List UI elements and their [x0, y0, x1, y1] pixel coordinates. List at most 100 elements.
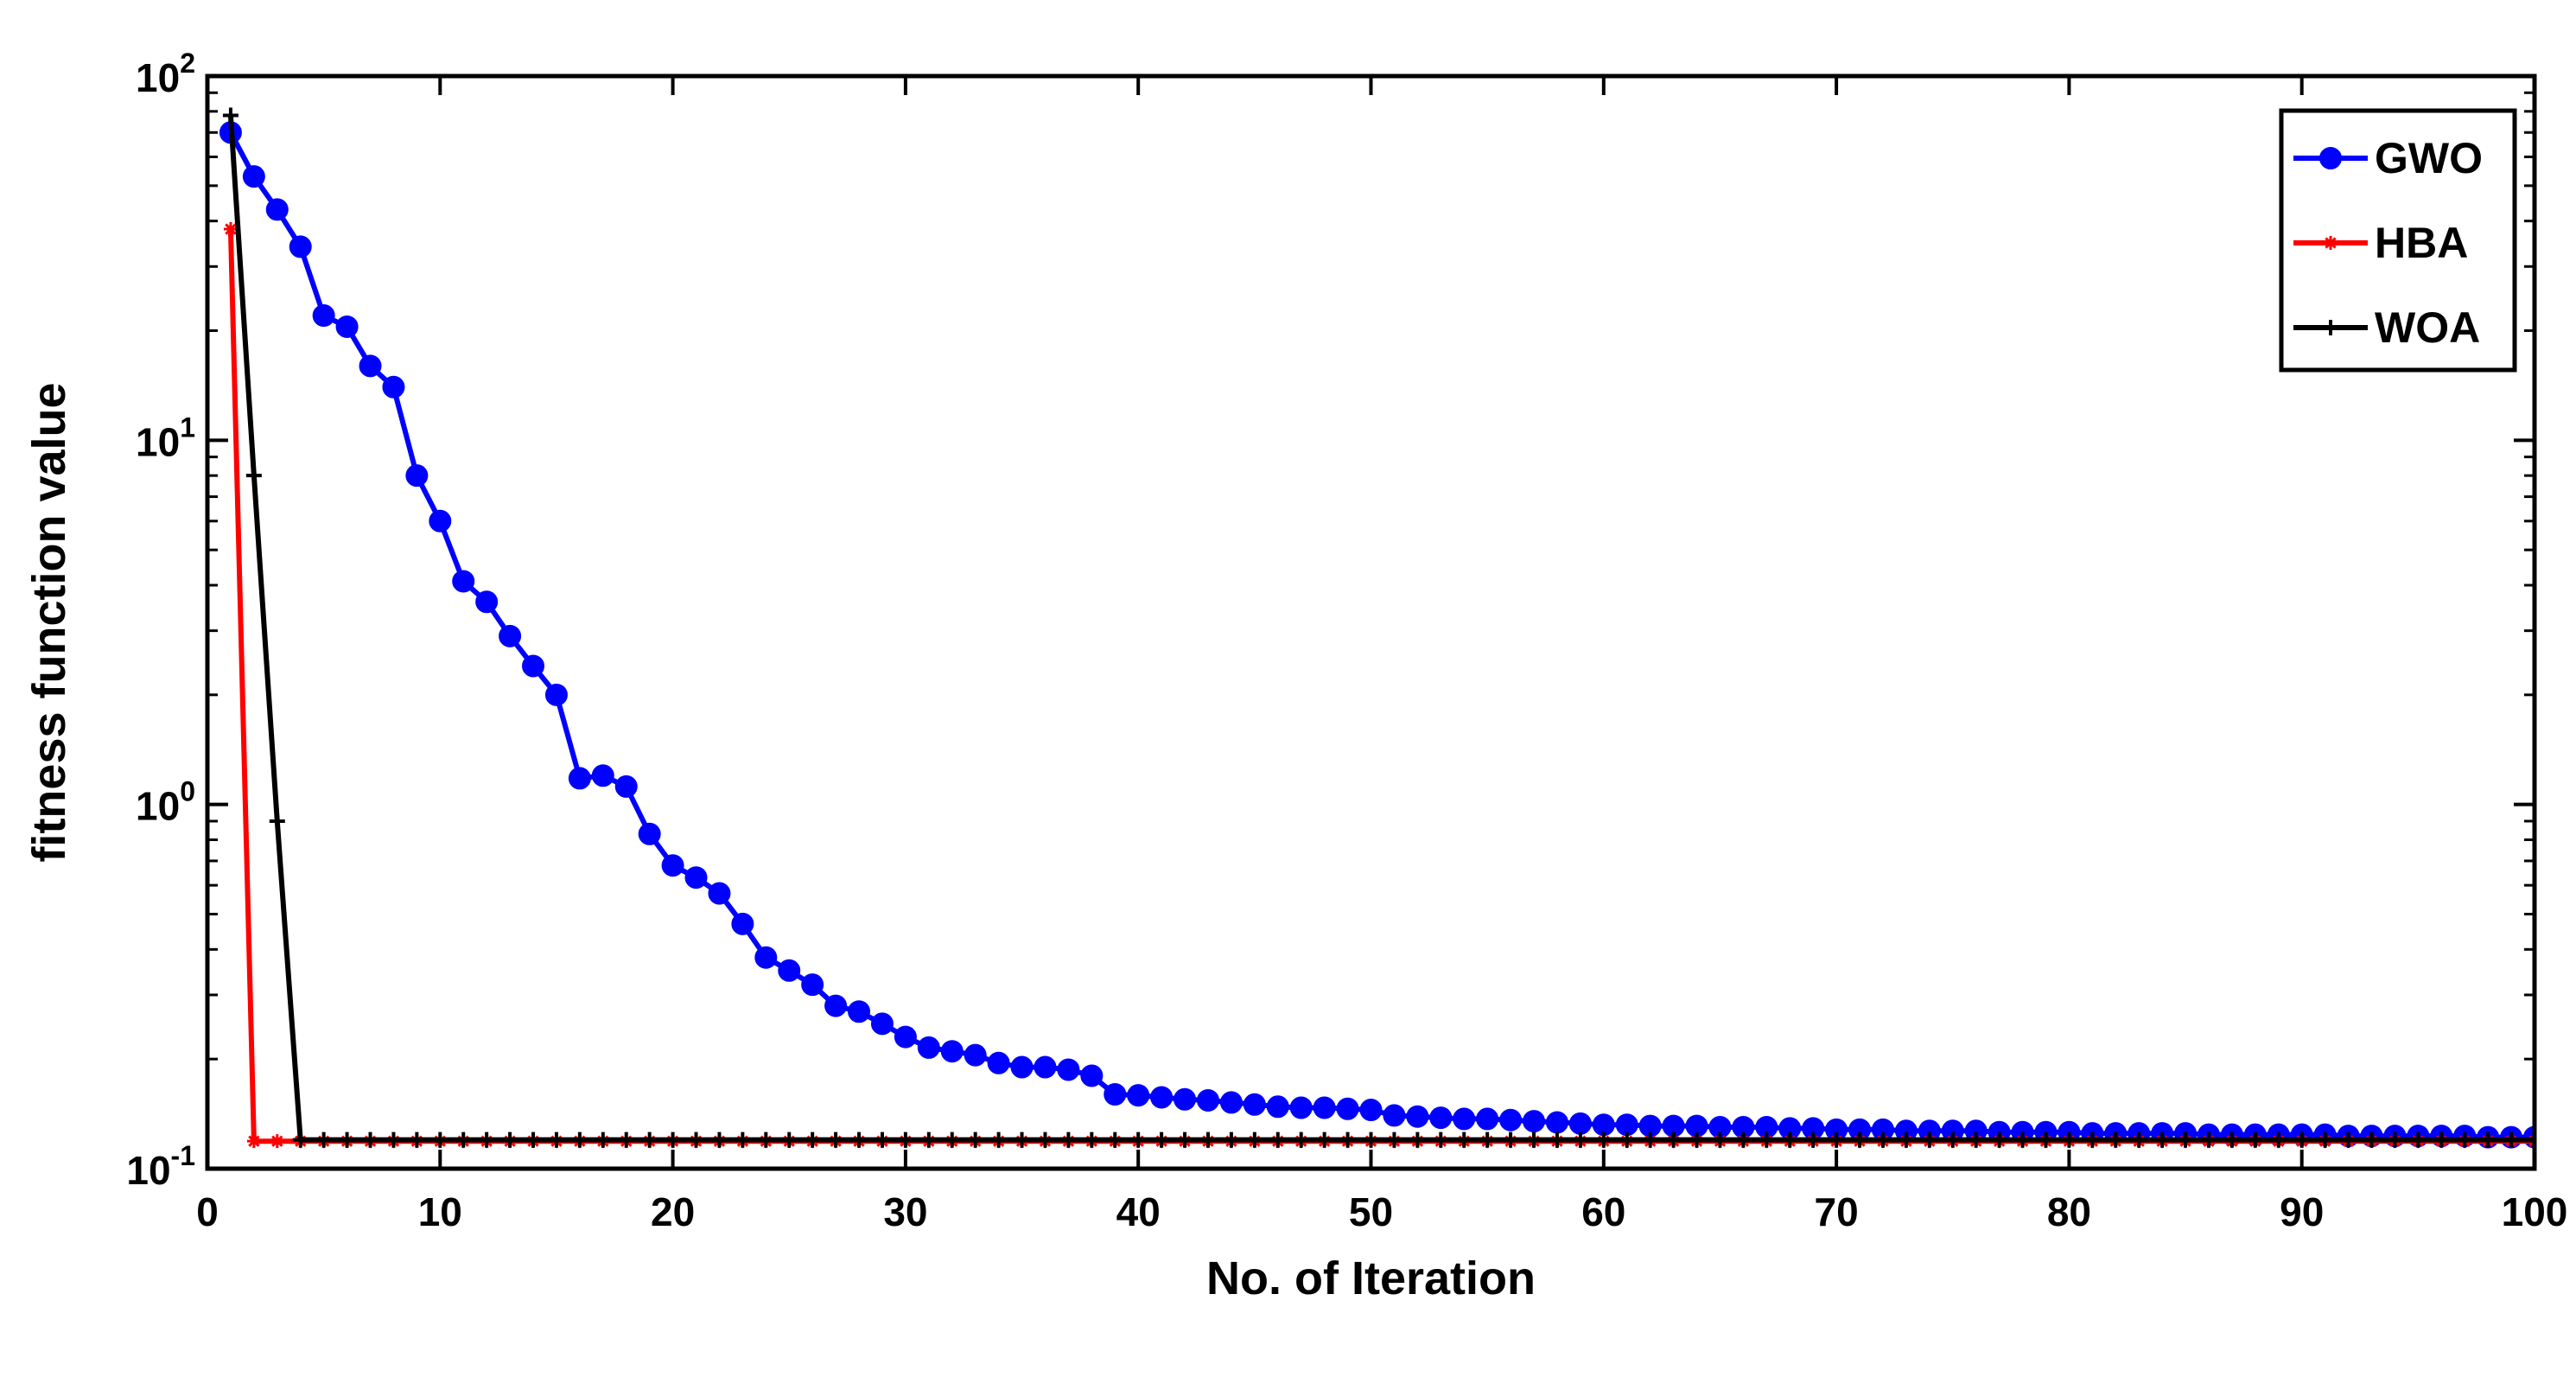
- data-point-woa: [1246, 1132, 1263, 1148]
- data-point-gwo: [870, 1012, 894, 1036]
- data-point-woa: [2178, 1132, 2194, 1148]
- data-point-gwo: [1336, 1097, 1359, 1120]
- data-point-woa: [618, 1132, 634, 1148]
- data-point-gwo: [731, 912, 754, 935]
- data-point-woa: [1642, 1132, 1658, 1148]
- data-point-woa: [2433, 1132, 2450, 1148]
- data-point-woa: [781, 1132, 798, 1148]
- data-point-woa: [1363, 1132, 1379, 1148]
- series-woa: [222, 107, 2535, 1148]
- data-point-hba: [246, 1134, 261, 1149]
- x-axis-label: No. of Iteration: [1206, 1253, 1536, 1304]
- data-point-gwo: [778, 959, 801, 982]
- data-point-woa: [1874, 1132, 1891, 1148]
- data-point-gwo: [1592, 1113, 1615, 1137]
- data-point-woa: [2200, 1132, 2217, 1148]
- data-point-gwo: [265, 198, 289, 221]
- data-point-woa: [2247, 1132, 2263, 1148]
- data-point-woa: [1898, 1132, 1914, 1148]
- data-point-woa: [1084, 1132, 1100, 1148]
- data-point-woa: [548, 1132, 564, 1148]
- data-point-gwo: [1568, 1112, 1592, 1135]
- data-point-gwo: [544, 683, 568, 706]
- data-point-woa: [1339, 1132, 1356, 1148]
- data-point-woa: [2270, 1132, 2287, 1148]
- data-point-woa: [851, 1132, 868, 1148]
- data-point-woa: [2387, 1132, 2403, 1148]
- data-point-woa: [339, 1132, 355, 1148]
- data-point-woa: [2223, 1132, 2240, 1148]
- data-point-gwo: [242, 165, 265, 188]
- data-point-gwo: [1150, 1086, 1174, 1109]
- data-point-woa: [805, 1132, 821, 1148]
- data-point-woa: [2527, 1132, 2535, 1148]
- data-point-woa: [571, 1132, 588, 1148]
- legend-label-hba: HBA: [2375, 219, 2468, 267]
- data-point-woa: [479, 1132, 495, 1148]
- data-point-gwo: [848, 1000, 871, 1023]
- data-point-gwo: [1243, 1093, 1266, 1116]
- x-tick-label: 90: [2280, 1189, 2324, 1234]
- data-point-woa: [269, 813, 285, 829]
- data-point-woa: [1107, 1132, 1123, 1148]
- data-point-woa: [2457, 1132, 2473, 1148]
- data-point-gwo: [1406, 1105, 1429, 1128]
- data-point-gwo: [382, 375, 405, 398]
- data-point-gwo: [1080, 1064, 1104, 1087]
- data-point-gwo: [1545, 1111, 1568, 1134]
- data-point-woa: [1060, 1132, 1077, 1148]
- y-axis-label: fitness function value: [23, 382, 75, 862]
- data-point-woa: [1130, 1132, 1147, 1148]
- x-tick-label: 10: [418, 1189, 462, 1234]
- data-point-gwo: [1219, 1091, 1243, 1114]
- data-point-gwo: [475, 590, 499, 614]
- data-point-woa: [1991, 1132, 2007, 1148]
- data-point-woa: [758, 1132, 774, 1148]
- data-point-gwo: [1523, 1110, 1546, 1133]
- data-point-gwo: [964, 1043, 987, 1067]
- data-point-gwo: [1615, 1113, 1638, 1137]
- data-point-woa: [2363, 1132, 2380, 1148]
- data-point-woa: [1526, 1132, 1542, 1148]
- data-point-gwo: [754, 946, 778, 969]
- data-point-woa: [2108, 1132, 2124, 1148]
- data-point-gwo: [289, 235, 312, 258]
- data-point-woa: [2340, 1132, 2357, 1148]
- data-point-woa: [2061, 1132, 2077, 1148]
- data-point-woa: [2014, 1132, 2031, 1148]
- legend-marker-hba: [2324, 236, 2337, 250]
- data-point-hba: [223, 222, 238, 237]
- data-point-woa: [1944, 1132, 1961, 1148]
- data-point-gwo: [499, 624, 522, 647]
- y-tick-label: 10-1: [126, 1140, 195, 1193]
- data-point-gwo: [591, 764, 614, 787]
- data-point-woa: [315, 1132, 332, 1148]
- data-point-woa: [1479, 1132, 1496, 1148]
- data-point-woa: [245, 468, 262, 484]
- data-point-gwo: [312, 304, 335, 328]
- data-point-gwo: [1034, 1055, 1057, 1079]
- data-point-woa: [1805, 1132, 1822, 1148]
- data-point-woa: [2503, 1132, 2520, 1148]
- data-point-woa: [1572, 1132, 1588, 1148]
- data-point-woa: [385, 1132, 402, 1148]
- data-point-woa: [2317, 1132, 2333, 1148]
- y-tick-label: 101: [136, 411, 195, 464]
- data-point-woa: [1503, 1132, 1519, 1148]
- data-point-woa: [1619, 1132, 1635, 1148]
- series-line-woa: [227, 115, 2535, 1143]
- data-point-woa: [1665, 1132, 1682, 1148]
- data-point-gwo: [1289, 1096, 1313, 1119]
- data-point-woa: [1921, 1132, 1937, 1148]
- data-point-woa: [1199, 1132, 1216, 1148]
- data-point-woa: [432, 1132, 448, 1148]
- data-point-woa: [1433, 1132, 1449, 1148]
- data-point-woa: [735, 1132, 751, 1148]
- data-point-woa: [292, 1132, 308, 1148]
- data-point-gwo: [684, 866, 708, 889]
- data-point-hba: [270, 1134, 284, 1149]
- data-point-woa: [362, 1132, 378, 1148]
- data-point-woa: [828, 1132, 844, 1148]
- data-point-woa: [967, 1132, 983, 1148]
